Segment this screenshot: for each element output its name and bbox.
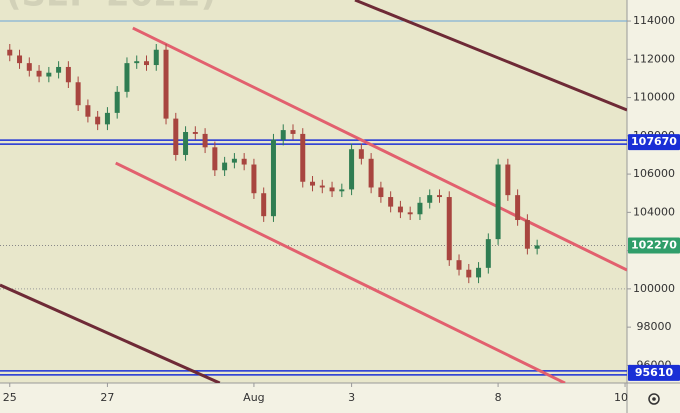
- candle-body: [36, 70, 42, 77]
- y-tick-label: 114000: [633, 14, 675, 27]
- y-tick-label: 112000: [633, 52, 675, 65]
- axis-layer: 9600098000100000102000104000106000108000…: [3, 14, 680, 404]
- candle-body: [95, 116, 101, 125]
- x-tick-label: 10: [614, 391, 628, 404]
- candle-body: [85, 105, 91, 117]
- candle-body: [466, 269, 472, 278]
- x-tick-label: Aug: [243, 391, 264, 404]
- candle-body: [446, 197, 452, 261]
- trend-line: [0, 283, 221, 383]
- candle-body: [485, 239, 491, 268]
- candle-body: [173, 118, 179, 155]
- y-tick-label: 100000: [633, 282, 675, 295]
- candle-body: [310, 181, 316, 186]
- candle-body: [75, 82, 81, 106]
- candle-body: [270, 139, 276, 217]
- price-label: 95610: [635, 366, 674, 379]
- gear-ring[interactable]: [648, 393, 660, 405]
- candle-body: [46, 72, 52, 77]
- candle-body: [368, 158, 374, 188]
- candle-body: [56, 66, 62, 73]
- candle-body: [524, 220, 530, 249]
- candle-body: [329, 187, 335, 192]
- trend-line: [115, 161, 566, 383]
- y-tick-label: 110000: [633, 91, 675, 104]
- candle-body: [192, 132, 198, 134]
- time-axis-panel: [0, 383, 627, 413]
- candle-body: [143, 61, 149, 66]
- candle-body: [114, 91, 120, 113]
- candle-body: [476, 267, 482, 278]
- candle-body: [241, 158, 247, 165]
- candle-body: [104, 112, 110, 125]
- candle-body: [153, 49, 159, 66]
- candle-body: [495, 164, 501, 240]
- candle-body: [515, 195, 521, 221]
- candle-body: [358, 149, 364, 159]
- candle-body: [397, 206, 403, 213]
- candle-body: [427, 195, 433, 203]
- candle-body: [290, 130, 296, 134]
- price-axis-panel: [627, 0, 680, 413]
- price-label-box: [628, 364, 680, 381]
- plot-layer: [0, 0, 627, 383]
- candle-body: [534, 245, 540, 249]
- x-tick-label: 3: [348, 391, 355, 404]
- price-label: 107670: [631, 135, 677, 148]
- candle-body: [124, 63, 130, 92]
- candle-body: [65, 66, 71, 83]
- gear-center[interactable]: [652, 397, 656, 401]
- price-label-box: [628, 134, 680, 151]
- candle-body: [300, 133, 306, 182]
- settings-icon[interactable]: [648, 393, 660, 405]
- x-tick-label: 8: [495, 391, 502, 404]
- watermark-title: (SEP 2022): [6, 0, 216, 15]
- candle-body: [183, 132, 189, 155]
- candle-body: [17, 55, 23, 64]
- candle-body: [7, 49, 13, 56]
- candle-body: [505, 164, 511, 196]
- trend-line: [354, 0, 627, 112]
- candle-body: [202, 133, 208, 148]
- price-label: 102270: [631, 238, 677, 251]
- plot-background: [0, 0, 627, 383]
- price-label-box: [628, 237, 680, 254]
- candle-body: [388, 197, 394, 207]
- candle-body: [417, 202, 423, 215]
- trend-line: [132, 26, 627, 272]
- candle-body: [456, 260, 462, 270]
- candle-body: [212, 147, 218, 171]
- y-tick-label: 106000: [633, 167, 675, 180]
- candle-body: [339, 189, 345, 192]
- candle-body: [261, 193, 267, 217]
- candle-body: [222, 162, 228, 171]
- candle-body: [349, 149, 355, 190]
- x-tick-label: 27: [100, 391, 114, 404]
- candle-body: [378, 187, 384, 198]
- candle-body: [436, 195, 442, 198]
- candle-body: [251, 164, 257, 194]
- candle-body: [319, 185, 325, 188]
- candle-body: [231, 158, 237, 163]
- candle-body: [407, 212, 413, 215]
- candle-body: [280, 130, 286, 140]
- candle-body: [26, 63, 32, 71]
- candle-body: [134, 61, 140, 64]
- y-tick-label: 104000: [633, 205, 675, 218]
- y-tick-label: 98000: [637, 320, 672, 333]
- x-tick-label: 25: [3, 391, 17, 404]
- candle-body: [163, 49, 169, 119]
